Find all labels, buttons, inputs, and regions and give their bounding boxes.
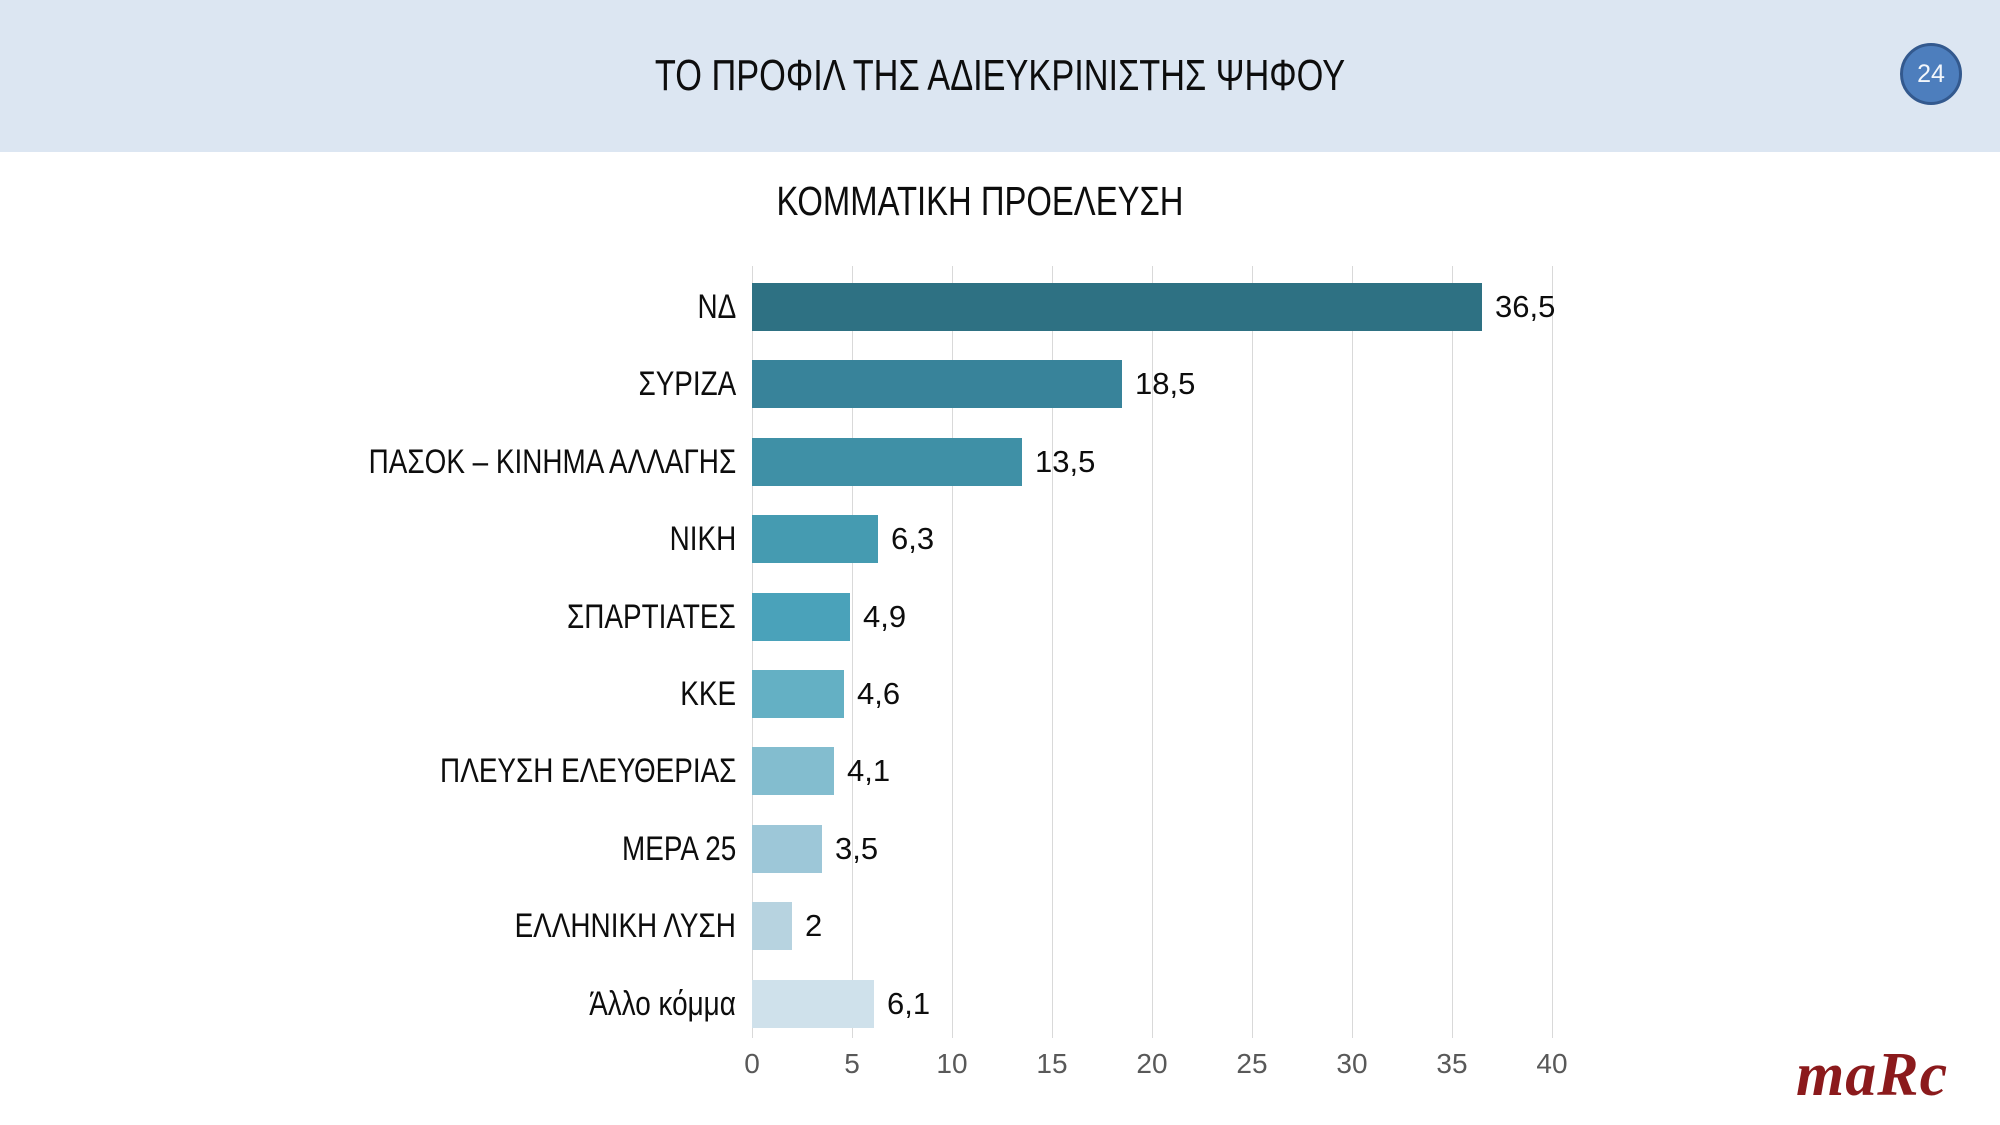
x-axis-tick-label: 35 [1436, 1048, 1468, 1079]
gridline-x-40 [1552, 266, 1553, 1038]
category-label: ΠΑΣΟΚ – ΚΙΝΗΜΑ ΑΛΛΑΓΗΣ [368, 442, 736, 481]
x-axis-tick-label: 30 [1336, 1048, 1368, 1079]
page-number: 24 [1917, 59, 1945, 88]
gridline-x-15 [1052, 266, 1053, 1038]
x-axis-tick-label: 15 [1036, 1048, 1068, 1079]
gridline-x-25 [1252, 266, 1253, 1038]
x-axis-tick-label: 20 [1136, 1048, 1168, 1079]
x-axis-tick-label: 25 [1236, 1048, 1268, 1079]
gridline-x-10 [952, 266, 953, 1038]
value-label: 4,9 [863, 598, 907, 634]
x-axis-tick-label: 40 [1536, 1048, 1568, 1079]
gridline-x-20 [1152, 266, 1153, 1038]
gridline-x-30 [1352, 266, 1353, 1038]
slide-title: ΤΟ ΠΡΟΦΙΛ ΤΗΣ ΑΔΙΕΥΚΡΙΝΙΣΤΗΣ ΨΗΦΟΥ [654, 51, 1346, 100]
bar [752, 824, 822, 873]
bar [752, 979, 874, 1028]
category-label: ΝΙΚΗ [669, 520, 736, 559]
category-label: ΕΛΛΗΝΙΚΗ ΛΥΣΗ [514, 907, 736, 946]
bar [752, 670, 844, 718]
value-label: 4,6 [857, 676, 901, 711]
category-label: ΝΔ [697, 288, 736, 326]
gridline-x-0 [752, 266, 753, 1038]
value-label: 4,1 [847, 753, 891, 789]
value-label: 18,5 [1135, 366, 1196, 402]
bar [752, 515, 878, 564]
bar [752, 592, 850, 641]
category-label: ΣΠΑΡΤΙΑΤΕΣ [567, 597, 736, 636]
marc-logo: maRc [1796, 1041, 1949, 1109]
value-label: 36,5 [1495, 289, 1556, 324]
category-label: ΜΕΡΑ 25 [621, 829, 736, 868]
category-label: ΚΚΕ [680, 675, 736, 713]
gridline-x-35 [1452, 266, 1453, 1038]
value-label: 6,1 [887, 985, 931, 1021]
value-label: 6,3 [891, 521, 935, 557]
bar [752, 902, 792, 951]
x-axis-tick-label: 5 [844, 1048, 860, 1079]
category-label: ΣΥΡΙΖΑ [638, 365, 736, 404]
category-label: Άλλο κόμμα [589, 984, 736, 1023]
page-number-badge: 24 [1900, 43, 1962, 105]
category-label: ΠΛΕΥΣΗ ΕΛΕΥΘΕΡΙΑΣ [439, 752, 736, 791]
x-axis-tick-label: 0 [744, 1048, 760, 1079]
value-label: 3,5 [835, 830, 879, 866]
x-axis-tick-label: 10 [936, 1048, 968, 1079]
bar [752, 360, 1122, 409]
value-label: 2 [805, 908, 823, 944]
gridline-x-5 [852, 266, 853, 1038]
bar [752, 437, 1022, 486]
bar [752, 747, 834, 796]
value-label: 13,5 [1035, 443, 1096, 479]
bar [752, 283, 1482, 331]
header-band [0, 0, 2000, 152]
chart-title: ΚΟΜΜΑΤΙΚΗ ΠΡΟΕΛΕΥΣΗ [776, 178, 1184, 224]
